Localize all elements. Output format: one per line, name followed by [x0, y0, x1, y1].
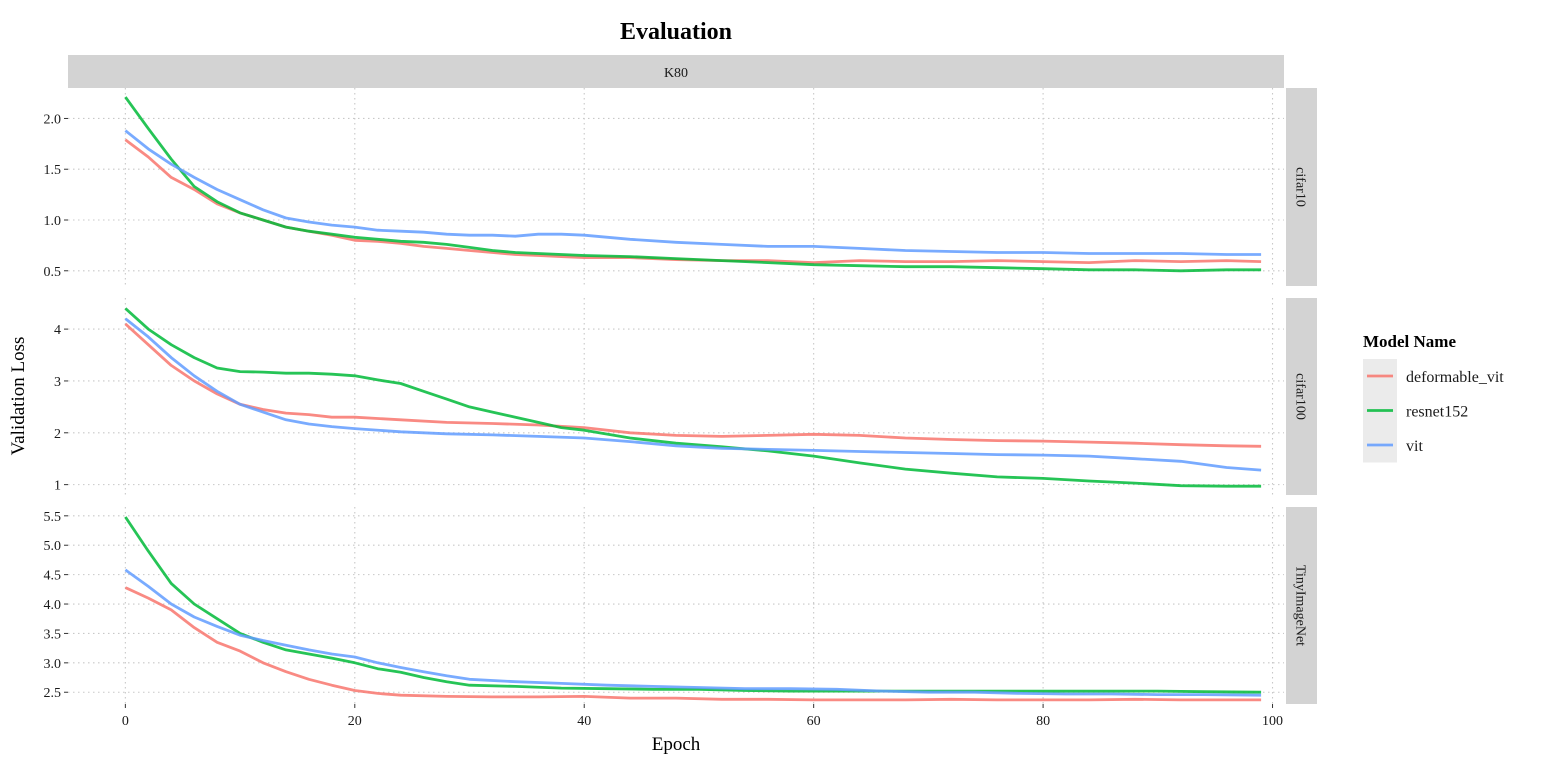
row-strip: [1286, 298, 1317, 495]
panel-TinyImageNet: 2.5 3.0 3.5 4.0 4.5 5.0 5.5 TinyImageNet: [44, 507, 1317, 704]
x-tick-label: 20: [348, 714, 362, 729]
column-strip-label: K80: [664, 66, 688, 81]
y-tick-label: 4.0: [44, 598, 62, 613]
x-axis-title: Epoch: [652, 734, 701, 755]
row-strip-label: cifar100: [1293, 373, 1308, 420]
y-tick-label: 4: [54, 323, 61, 338]
series-line-resnet152: [124, 516, 1262, 694]
x-tick-label: 80: [1036, 714, 1050, 729]
x-tick-label: 40: [577, 714, 591, 729]
column-strip: [68, 55, 1284, 88]
y-tick-label: 5.5: [44, 510, 62, 525]
panel-cifar10: 0.5 1.0 1.5 2.0 cifar10: [44, 88, 1317, 286]
series-line-vit: [124, 317, 1262, 472]
x-tick-label: 0: [122, 714, 129, 729]
legend-label-resnet152: resnet152: [1406, 404, 1468, 421]
legend-title: Model Name: [1363, 332, 1456, 351]
series-line-resnet152: [124, 307, 1262, 488]
series-line-resnet152: [124, 96, 1262, 273]
series-line-vit: [124, 129, 1262, 256]
row-strip: [1286, 507, 1317, 704]
row-strip-label: TinyImageNet: [1293, 565, 1308, 646]
series-line-vit: [124, 568, 1262, 697]
x-tick-label: 60: [807, 714, 821, 729]
series-line-deformable_vit: [124, 322, 1262, 448]
y-tick-label: 1.0: [44, 214, 62, 229]
y-tick-label: 1: [54, 479, 61, 494]
y-tick-label: 3.0: [44, 657, 62, 672]
legend-label-vit: vit: [1406, 438, 1423, 455]
y-tick-label: 0.5: [44, 265, 62, 280]
y-axis-title: Validation Loss: [8, 337, 29, 456]
y-tick-label: 2: [54, 427, 61, 442]
y-tick-label: 5.0: [44, 539, 62, 554]
chart-title: Evaluation: [620, 19, 732, 45]
y-tick-label: 1.5: [44, 163, 62, 178]
y-tick-label: 3: [54, 375, 61, 390]
panel-cifar100: 1 2 3 4 cifar100: [54, 298, 1317, 495]
y-tick-label: 2.5: [44, 686, 62, 701]
row-strip-label: cifar10: [1293, 167, 1308, 207]
series-line-deformable_vit: [124, 586, 1262, 702]
row-strip: [1286, 88, 1317, 286]
legend: Model Name deformable_vit resnet152 vit: [1363, 332, 1504, 463]
y-tick-label: 3.5: [44, 627, 62, 642]
y-tick-label: 4.5: [44, 569, 62, 584]
y-tick-label: 2.0: [44, 112, 62, 127]
x-tick-label: 100: [1262, 714, 1283, 729]
legend-label-deformable_vit: deformable_vit: [1406, 369, 1504, 386]
